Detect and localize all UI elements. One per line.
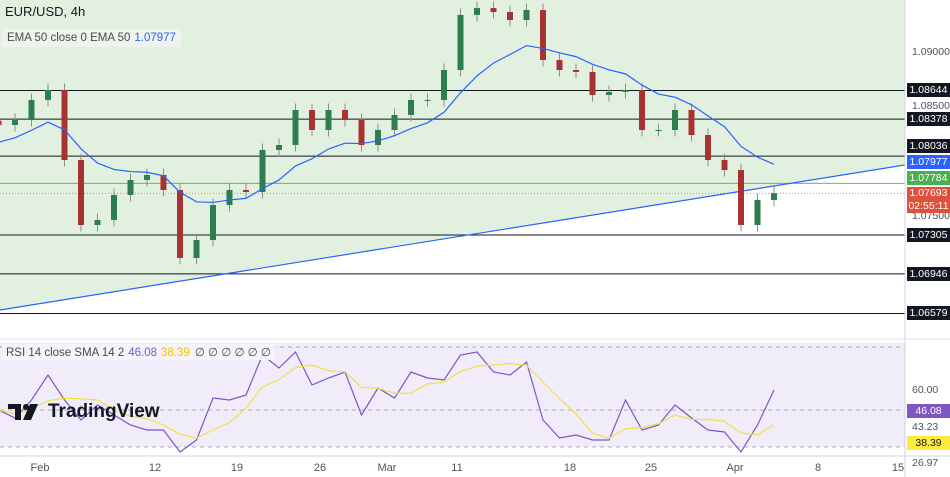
rsi-legend-label: RSI 14 close SMA 14 2 [6, 347, 125, 359]
candle [358, 120, 365, 145]
candle [61, 90, 68, 160]
rsi-line [0, 350, 775, 454]
candle [441, 70, 447, 100]
time-label: 12 [148, 462, 162, 474]
candle [177, 190, 183, 258]
level-price-label: 1.08036 [907, 139, 950, 153]
support-zone [0, 0, 905, 311]
tradingview-logo-icon [8, 404, 38, 420]
candle [160, 175, 167, 191]
candle [655, 129, 662, 131]
candle [771, 193, 777, 200]
candle [721, 160, 728, 171]
trendline [0, 164, 906, 311]
rsi-value-label: 46.08 [907, 404, 950, 418]
rsi-tick: 60.00 [912, 384, 939, 396]
green-price-label: 1.07784 [907, 171, 950, 185]
candle [688, 109, 695, 136]
time-label: 8 [814, 462, 822, 474]
rsi-legend[interactable]: RSI 14 close SMA 14 2 46.08 38.39 ∅ ∅ ∅ ∅ ∅… [2, 344, 275, 360]
level-price-label: 1.07305 [907, 228, 950, 243]
candle [523, 9, 530, 21]
time-label: 18 [563, 462, 577, 474]
candle [622, 90, 629, 92]
level-price-label: 1.06579 [907, 306, 950, 321]
candle [111, 194, 117, 221]
candle [45, 90, 51, 100]
level-price-label: 1.06946 [907, 266, 950, 281]
candle [292, 109, 299, 145]
bar-countdown: 02:55:11 [908, 200, 949, 212]
candle [342, 109, 348, 121]
time-label: 26 [313, 462, 327, 474]
candle [754, 199, 761, 226]
rsi-sma-line [0, 362, 775, 439]
time-label: 11 [451, 462, 463, 474]
candle [276, 144, 282, 150]
candle [391, 114, 398, 130]
ema-50-line [0, 44, 775, 204]
last-price-label: 1.07693 02:55:11 [907, 187, 950, 213]
candle [12, 120, 18, 126]
candle [28, 99, 35, 121]
candle [78, 160, 84, 226]
time-label: Mar [377, 462, 397, 474]
candle [424, 99, 431, 101]
candle [94, 220, 101, 226]
candle [127, 179, 134, 195]
ema-legend-value: 1.07977 [134, 32, 176, 44]
time-label: Apr [726, 462, 744, 474]
time-label: 19 [230, 462, 244, 474]
candle [309, 109, 315, 130]
candle [408, 99, 414, 115]
candle [474, 8, 480, 15]
candle [490, 8, 497, 13]
candle [243, 190, 249, 192]
candle [375, 129, 381, 145]
rsi-sma-legend-value: 38.39 [161, 347, 190, 359]
candle [639, 90, 645, 130]
candle [573, 70, 579, 72]
time-label: Feb [30, 462, 50, 474]
ema-legend-label: EMA 50 close 0 EMA 50 [7, 32, 131, 44]
rsi-tick: 43.23 [912, 421, 939, 433]
candle [589, 71, 596, 95]
candle [226, 190, 233, 206]
time-label: 15 [891, 462, 905, 474]
candle [705, 135, 711, 160]
tradingview-logo-text: TradingView [48, 401, 160, 422]
level-price-label: 1.08378 [907, 112, 950, 127]
candle [606, 91, 612, 95]
price-tick: 1.08500 [912, 100, 950, 112]
candle [507, 12, 513, 21]
rsi-legend-extra: ∅ ∅ ∅ ∅ ∅ ∅ [194, 347, 271, 359]
rsi-tick: 26.97 [912, 457, 939, 469]
ema-legend[interactable]: EMA 50 close 0 EMA 50 1.07977 [2, 29, 181, 47]
candle [540, 9, 546, 60]
rsi-legend-value: 46.08 [128, 347, 158, 359]
level-price-label: 1.08644 [907, 83, 950, 98]
time-label: 25 [644, 462, 658, 474]
candle [210, 205, 216, 241]
candle [672, 109, 678, 130]
candle [0, 120, 2, 126]
candle [144, 175, 150, 180]
candle [556, 59, 563, 71]
ema-price-label: 1.07977 [907, 155, 950, 169]
candle [738, 170, 744, 226]
price-tick: 1.07500 [912, 210, 950, 222]
candle [325, 109, 332, 130]
price-tick: 1.09000 [912, 46, 950, 58]
symbol-title[interactable]: EUR/USD, 4h [5, 4, 86, 19]
rsi-sma-label: 38.39 [907, 436, 950, 450]
candle [457, 14, 464, 71]
candle [193, 240, 200, 258]
tradingview-logo[interactable]: TradingView [8, 401, 160, 423]
candle [259, 149, 266, 192]
